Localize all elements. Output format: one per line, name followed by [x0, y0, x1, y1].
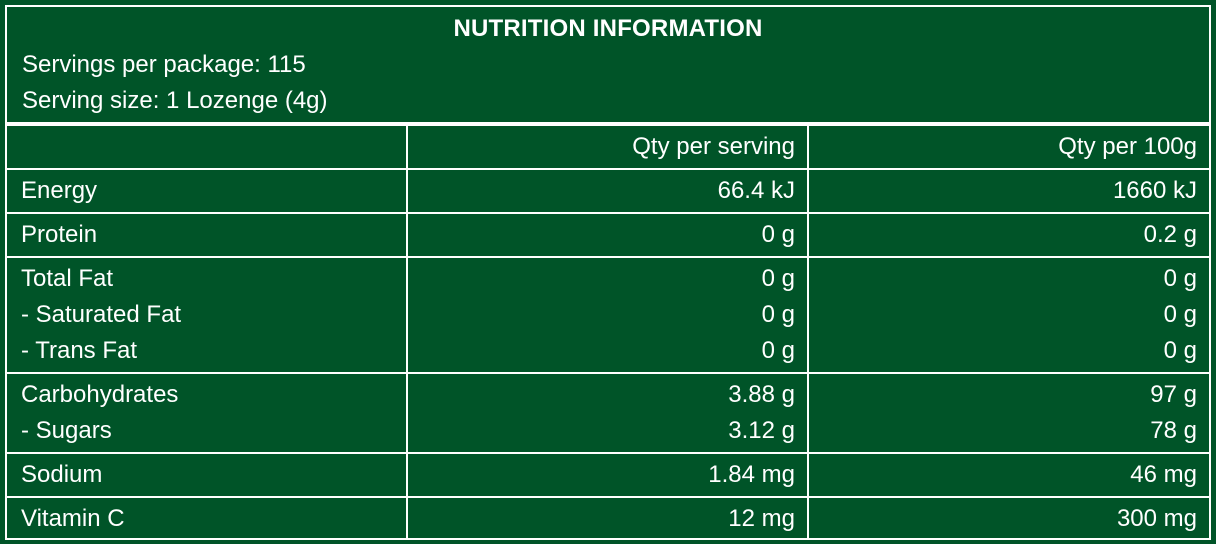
column-header-per-serving: Qty per serving [408, 126, 809, 168]
panel-header: NUTRITION INFORMATION Servings per packa… [7, 7, 1209, 118]
nutrient-label: Energy [7, 170, 408, 212]
column-header-nutrient [7, 126, 408, 168]
table-header-row: Qty per serving Qty per 100g [7, 126, 1209, 170]
table-row-energy: Energy 66.4 kJ 1660 kJ [7, 170, 1209, 214]
per-serving-value: 12 mg [408, 498, 809, 540]
servings-per-package: Servings per package: 115 [22, 51, 306, 78]
per-100g-value: 1660 kJ [1112, 177, 1197, 204]
nutrition-panel: NUTRITION INFORMATION Servings per packa… [5, 5, 1211, 540]
table-row-vitamin-c: Vitamin C 12 mg 300 mg [7, 498, 1209, 540]
nutrition-table: Qty per serving Qty per 100g Energy 66.4… [7, 122, 1209, 540]
nutrient-label: Sodium [7, 454, 408, 496]
nutrient-label: Vitamin C [7, 498, 408, 540]
nutrient-label: Carbohydrates - Sugars [7, 374, 408, 452]
table-row-carbohydrates: Carbohydrates - Sugars 3.88 g 3.12 g 97 … [7, 374, 1209, 454]
per-100g-value: 0 g 0 g 0 g [1163, 265, 1197, 364]
per-100g-value: 97 g 78 g [1150, 381, 1197, 444]
column-header-per-100g: Qty per 100g [1058, 133, 1197, 160]
nutrient-label: Protein [7, 214, 408, 256]
panel-title: NUTRITION INFORMATION [453, 15, 763, 42]
per-serving-value: 0 g 0 g 0 g [408, 258, 809, 372]
per-100g-value: 300 mg [1116, 505, 1197, 532]
per-serving-value: 3.88 g 3.12 g [408, 374, 809, 452]
nutrient-label: Total Fat - Saturated Fat - Trans Fat [7, 258, 408, 372]
serving-size: Serving size: 1 Lozenge (4g) [22, 87, 328, 114]
per-serving-value: 0 g [408, 214, 809, 256]
per-100g-value: 0.2 g [1143, 221, 1197, 248]
per-serving-value: 1.84 mg [408, 454, 809, 496]
per-serving-value: 66.4 kJ [408, 170, 809, 212]
table-row-protein: Protein 0 g 0.2 g [7, 214, 1209, 258]
table-row-sodium: Sodium 1.84 mg 46 mg [7, 454, 1209, 498]
per-100g-value: 46 mg [1130, 461, 1197, 488]
table-row-fat: Total Fat - Saturated Fat - Trans Fat 0 … [7, 258, 1209, 374]
